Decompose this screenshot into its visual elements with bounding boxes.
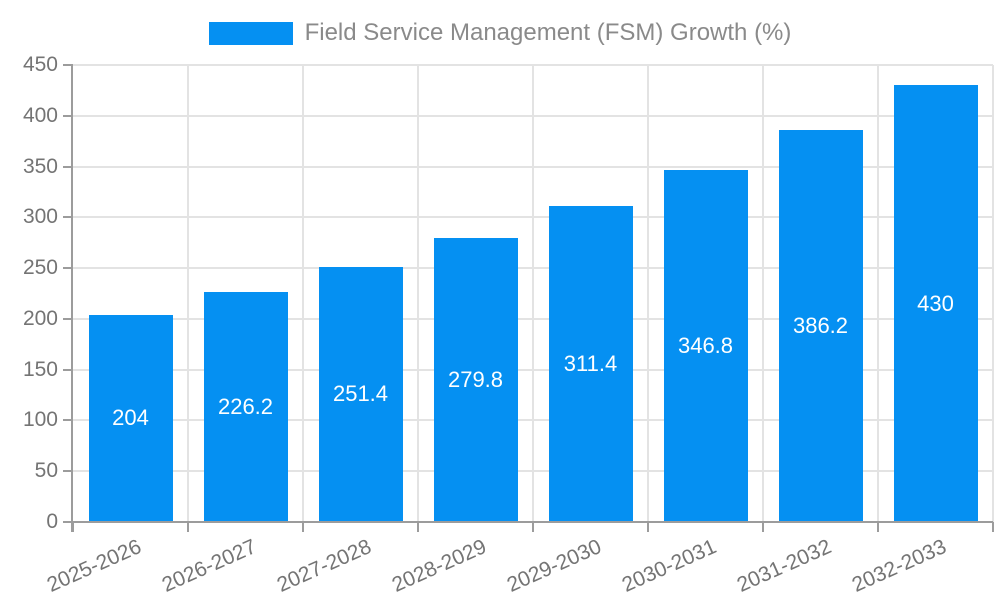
- y-tick-label: 300: [22, 205, 58, 229]
- x-axis-line: [63, 521, 993, 523]
- bar-value-label: 226.2: [217, 394, 274, 420]
- y-tick-label: 400: [22, 103, 58, 127]
- bar[interactable]: 204: [88, 314, 173, 522]
- y-axis-tick: [63, 368, 73, 371]
- y-tick-label: 250: [22, 256, 58, 280]
- x-axis-tick: [417, 522, 419, 532]
- bar[interactable]: 346.8: [663, 169, 748, 522]
- legend-label: Field Service Management (FSM) Growth (%…: [304, 19, 792, 46]
- y-tick-label: 450: [22, 53, 58, 76]
- x-tick-label: 2028-2029: [388, 535, 490, 597]
- y-axis-tick: [63, 165, 73, 168]
- bar-value-label: 386.2: [792, 312, 849, 338]
- bar-value-label: 311.4: [563, 350, 618, 376]
- v-gridline: [302, 65, 304, 522]
- x-axis-tick: [762, 522, 764, 532]
- bar-value-label: 430: [917, 290, 954, 316]
- bar[interactable]: 251.4: [318, 266, 403, 522]
- bar[interactable]: 386.2: [778, 129, 863, 522]
- bar-value-label: 251.4: [332, 381, 389, 407]
- y-tick-label: 150: [22, 357, 58, 381]
- y-axis-tick: [63, 216, 73, 219]
- x-axis-tick: [72, 522, 74, 532]
- v-gridline: [647, 65, 649, 522]
- x-axis-tick: [992, 522, 994, 532]
- v-gridline: [992, 65, 994, 522]
- v-gridline: [762, 65, 764, 522]
- v-gridline: [187, 65, 189, 522]
- y-axis-tick: [63, 64, 73, 66]
- y-axis-tick: [63, 267, 73, 270]
- y-axis-tick: [63, 114, 73, 117]
- x-tick-label: 2031-2032: [733, 535, 835, 597]
- v-gridline: [877, 65, 879, 522]
- x-axis-tick: [647, 522, 649, 532]
- bar[interactable]: 279.8: [433, 237, 518, 522]
- bar-value-label: 204: [112, 405, 149, 431]
- x-tick-label: 2029-2030: [503, 535, 605, 597]
- x-axis-tick: [532, 522, 534, 532]
- bar[interactable]: 226.2: [203, 292, 288, 522]
- bar[interactable]: 430: [893, 85, 978, 522]
- v-gridline: [532, 65, 534, 522]
- bar-value-label: 346.8: [677, 332, 734, 358]
- x-axis-tick: [302, 522, 304, 532]
- y-tick-label: 50: [34, 459, 58, 483]
- v-gridline: [417, 65, 419, 522]
- y-tick-label: 350: [22, 154, 58, 178]
- y-axis-tick: [63, 470, 73, 473]
- plot-area: 204 226.2 251.4 279.8 311.4 346.8 386.2 430: [73, 64, 994, 522]
- legend-item[interactable]: Field Service Management (FSM) Growth (%…: [0, 20, 1000, 46]
- y-tick-label: 200: [22, 306, 58, 330]
- y-tick-label: 100: [22, 408, 58, 432]
- y-axis-tick: [63, 317, 73, 320]
- y-axis-line: [71, 64, 73, 532]
- y-tick-label: 0: [46, 510, 58, 533]
- legend-swatch: [208, 21, 293, 45]
- x-tick-label: 2026-2027: [158, 535, 260, 597]
- x-axis-tick: [877, 522, 879, 532]
- y-axis-tick: [63, 419, 73, 422]
- bar[interactable]: 311.4: [548, 205, 633, 522]
- x-tick-label: 2025-2026: [43, 535, 145, 597]
- x-axis-tick: [187, 522, 189, 532]
- x-tick-label: 2032-2033: [848, 535, 950, 597]
- bar-value-label: 279.8: [447, 366, 504, 392]
- x-tick-label: 2030-2031: [618, 535, 720, 597]
- x-tick-label: 2027-2028: [273, 535, 375, 597]
